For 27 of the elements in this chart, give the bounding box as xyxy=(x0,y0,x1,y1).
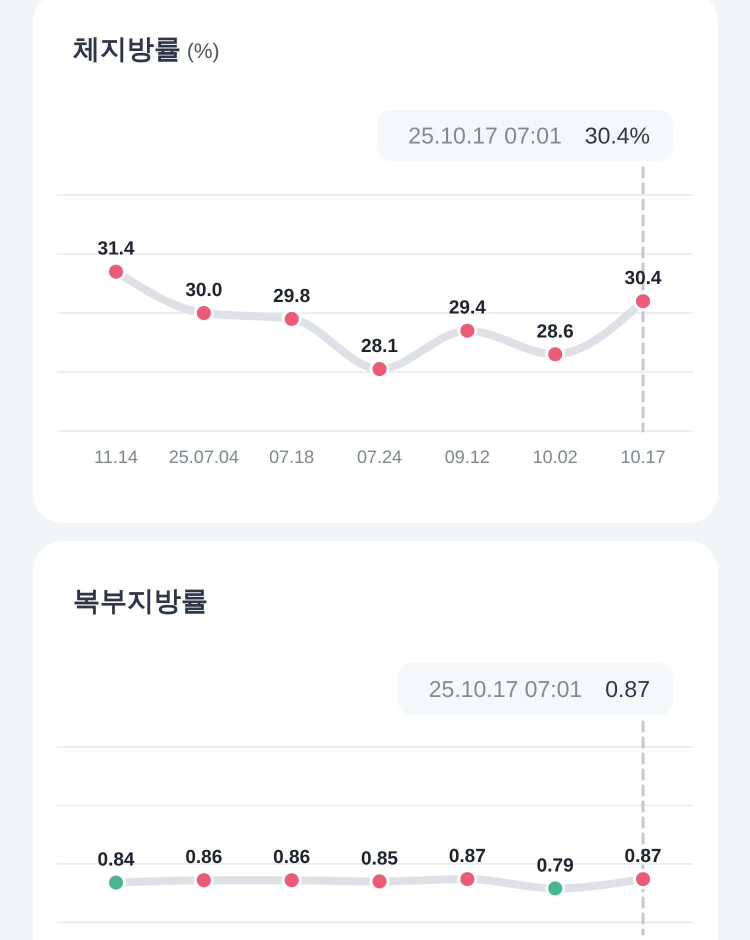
data-label: 0.85 xyxy=(361,848,398,870)
chart-title: 체지방률 (%) xyxy=(73,34,220,64)
x-tick-label: 11.14 xyxy=(94,447,138,467)
data-label: 29.8 xyxy=(273,286,310,307)
data-label: 0.79 xyxy=(536,855,574,876)
data-label: 30.0 xyxy=(185,280,222,301)
data-label: 0.84 xyxy=(98,850,135,871)
text: 0.87 xyxy=(605,676,650,702)
data-label: 29.4 xyxy=(448,298,486,319)
x-tick-label: 10.17 xyxy=(620,447,666,467)
chart-title: 복부지방률 xyxy=(73,586,208,616)
text: 25.10.17 07:01 xyxy=(428,676,582,702)
data-label: 30.4 xyxy=(624,268,662,290)
x-tick-label: 07.18 xyxy=(269,447,314,467)
x-tick-label: 07.24 xyxy=(356,447,402,467)
data-label: 0.87 xyxy=(624,846,662,868)
data-label: 31.4 xyxy=(98,238,135,260)
data-label: 0.87 xyxy=(448,846,486,868)
data-label: 0.86 xyxy=(185,847,222,868)
x-tick-label: 10.02 xyxy=(532,447,578,467)
data-label: 0.86 xyxy=(273,847,310,868)
x-tick-label: 25.07.04 xyxy=(168,447,239,467)
text: 25.10.17 07:01 xyxy=(408,122,562,148)
x-tick-label: 09.12 xyxy=(444,447,490,467)
text: 30.4% xyxy=(584,122,650,148)
data-label: 28.6 xyxy=(536,321,574,342)
data-label: 28.1 xyxy=(361,336,398,358)
